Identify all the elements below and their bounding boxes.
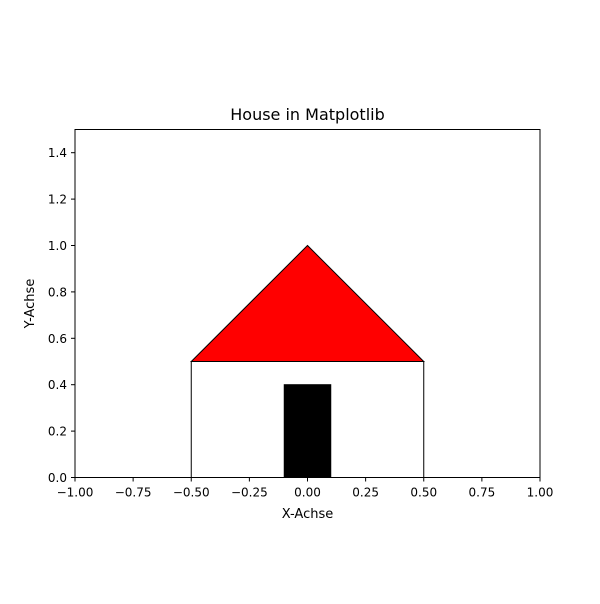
- y-axis-ticks: 0.0 0.2 0.4 0.6 0.8 1.0 1.2 1.4: [48, 146, 75, 485]
- chart-title: House in Matplotlib: [230, 105, 385, 124]
- y-tick-label: 1.0: [48, 239, 67, 253]
- shape-door: [283, 384, 332, 479]
- y-tick-label: 1.4: [48, 146, 67, 160]
- x-tick-label: 0.75: [469, 486, 496, 500]
- x-tick-label: 0.25: [352, 486, 379, 500]
- x-tick-label: 0.50: [410, 486, 437, 500]
- x-tick-label: −0.75: [115, 486, 152, 500]
- shape-roof: [190, 244, 425, 362]
- x-tick-label: −0.50: [173, 486, 210, 500]
- y-axis-label: Y-Achse: [23, 279, 38, 330]
- x-axis-label: X-Achse: [282, 507, 334, 522]
- x-tick-label: 1.00: [527, 486, 554, 500]
- y-tick-label: 0.0: [48, 471, 67, 485]
- x-tick-label: −0.25: [231, 486, 268, 500]
- x-tick-label: −1.00: [57, 486, 94, 500]
- y-tick-label: 0.6: [48, 332, 67, 346]
- y-tick-label: 0.8: [48, 285, 67, 299]
- y-tick-label: 1.2: [48, 193, 67, 207]
- plot-shapes: [190, 244, 425, 479]
- y-tick-label: 0.2: [48, 425, 67, 439]
- x-axis-ticks: −1.00 −0.75 −0.50 −0.25 0.00 0.25 0.50 0.75 1.00: [57, 477, 554, 500]
- y-tick-label: 0.4: [48, 378, 67, 392]
- x-tick-label: 0.00: [294, 486, 321, 500]
